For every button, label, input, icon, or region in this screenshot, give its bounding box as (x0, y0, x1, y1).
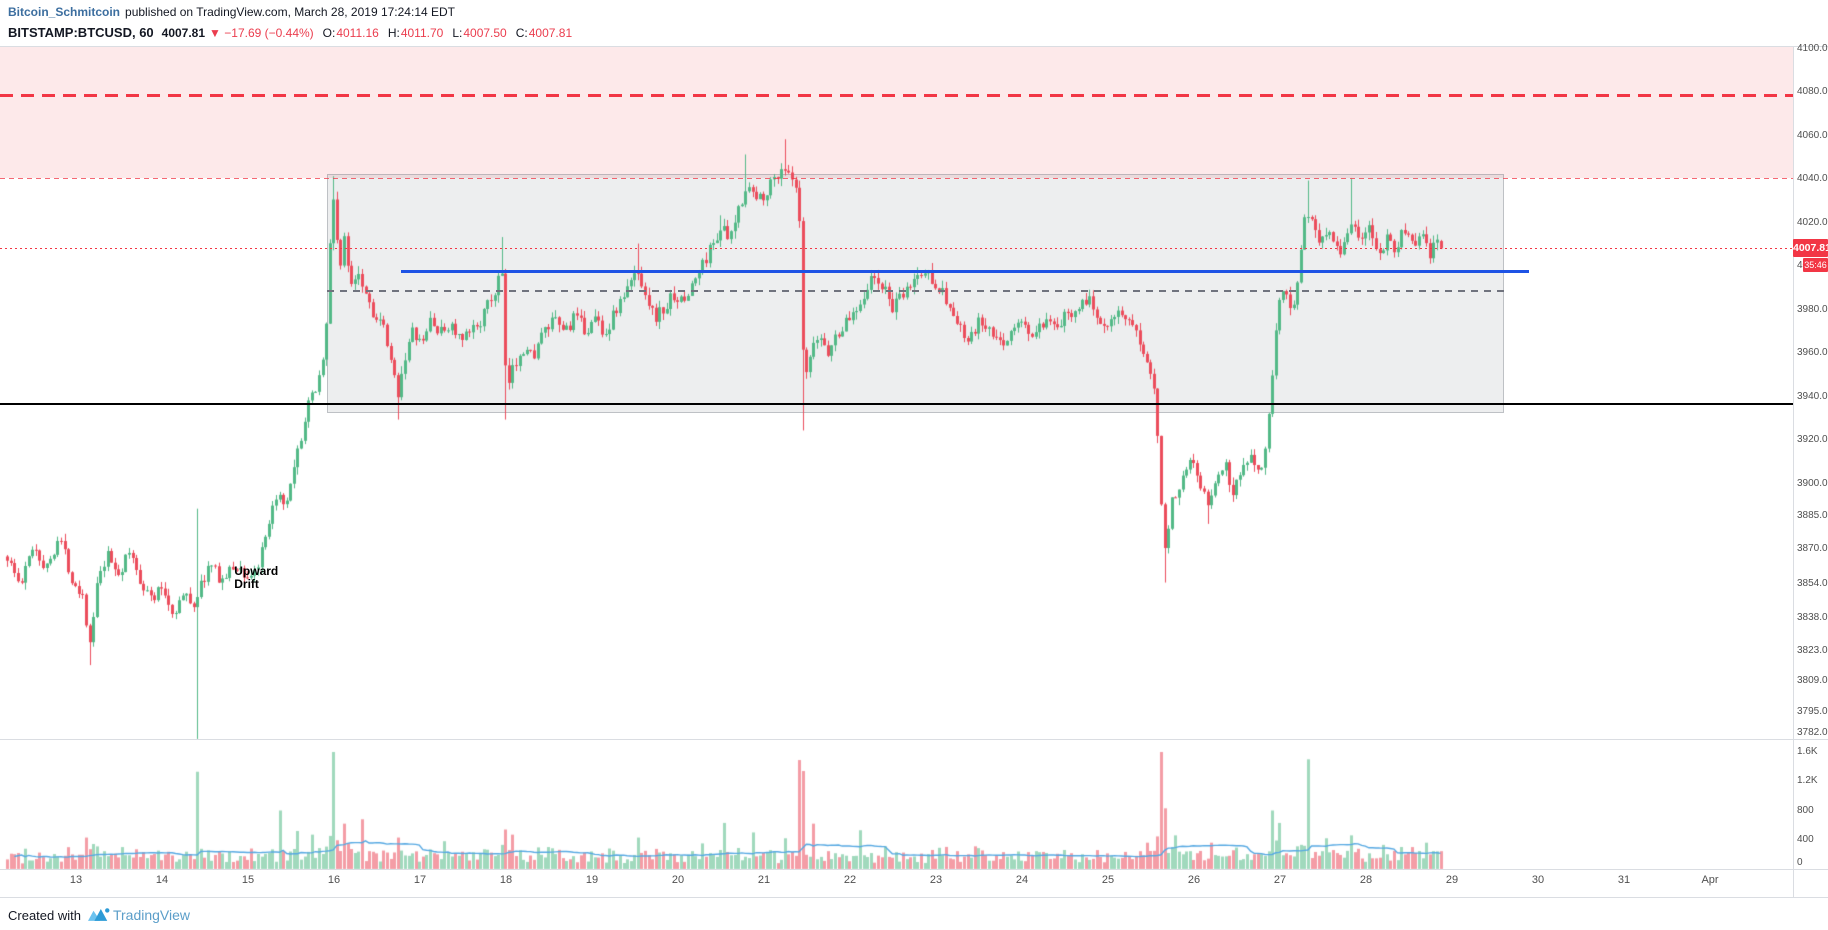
price-axis-label: 3885.00 (1797, 510, 1828, 522)
price-axis-label: 3795.00 (1797, 705, 1828, 717)
time-axis-label: 26 (1187, 874, 1201, 886)
published-text: published on TradingView.com, March 28, … (125, 5, 455, 19)
time-axis-bottom-border (0, 897, 1828, 898)
volume-axis-label: 1.6K (1797, 746, 1818, 757)
time-axis-label: 24 (1015, 874, 1029, 886)
time-axis-label: 31 (1617, 874, 1631, 886)
ohlc-label: O: (322, 26, 336, 40)
ohlc-values: O:4011.16 H:4011.70 L:4007.50 C:4007.81 (314, 26, 572, 40)
price-axis-label: 3900.00 (1797, 477, 1828, 489)
time-axis-label: Apr (1701, 874, 1719, 886)
time-axis-label: 13 (69, 874, 83, 886)
ohlc-label: L: (452, 26, 463, 40)
price-axis-label: 4040.00 (1797, 173, 1828, 185)
volume-axis-label: 400 (1797, 833, 1814, 845)
last-price-badge: 4007.81 (1793, 239, 1828, 258)
author-link[interactable]: Bitcoin_Schmitcoin (8, 5, 121, 19)
symbol-title: BITSTAMP:BTCUSD, 60 (8, 25, 154, 40)
time-axis-label: 21 (757, 874, 771, 886)
annotation-line1: Upward (234, 564, 279, 579)
volume-axis-label: 800 (1797, 804, 1814, 816)
ohlc-value: 4007.81 (528, 26, 573, 40)
last-price-text: 4007.81 (161, 26, 206, 40)
last-price-dotted-line (0, 247, 1793, 249)
time-axis-label: 17 (413, 874, 427, 886)
price-axis-label: 3854.00 (1797, 577, 1828, 589)
mid-range-dashed-line[interactable] (327, 290, 1505, 293)
supply-zone-boundary-line[interactable] (0, 177, 1793, 179)
time-axis-label: 23 (929, 874, 943, 886)
volume-axis-label: 0 (1797, 857, 1803, 868)
time-axis-label: 16 (327, 874, 341, 886)
header-divider (0, 46, 1828, 47)
price-axis-label: 3782.00 (1797, 727, 1828, 738)
price-change-text: ▼ −17.69 (−0.44%) (209, 26, 314, 40)
time-axis-label: 22 (843, 874, 857, 886)
ohlc-label: C: (515, 26, 528, 40)
price-axis-label: 3809.00 (1797, 675, 1828, 687)
time-axis-label: 29 (1445, 874, 1459, 886)
time-axis-label: 18 (499, 874, 513, 886)
time-axis-label: 27 (1273, 874, 1287, 886)
price-axis-border (1793, 46, 1794, 897)
time-axis-label: 14 (155, 874, 169, 886)
ohlc-value: 4007.50 (463, 26, 507, 40)
mid-range-blue-line[interactable] (401, 270, 1530, 274)
time-axis-label: 20 (671, 874, 685, 886)
ohlc-value: 4011.16 (336, 26, 379, 40)
volume-axis-label: 1.2K (1797, 775, 1818, 787)
tradingview-logo-icon[interactable] (87, 906, 110, 925)
publication-bar: Bitcoin_Schmitcoin published on TradingVi… (8, 5, 455, 19)
support-black-line[interactable] (0, 403, 1793, 406)
price-axis-label: 3940.00 (1797, 390, 1828, 402)
price-axis-label: 3838.00 (1797, 612, 1828, 624)
time-axis-label: 25 (1101, 874, 1115, 886)
price-axis-label: 4020.00 (1797, 216, 1828, 228)
footer: Created with TradingView (8, 903, 190, 927)
time-axis-label: 28 (1359, 874, 1373, 886)
time-axis-top-border (0, 869, 1828, 870)
annotation-line2: Drift (234, 577, 259, 592)
symbol-legend: BITSTAMP:BTCUSD, 60 4007.81 ▼ −17.69 (−0.4… (8, 25, 572, 40)
price-axis-label: 3960.00 (1797, 347, 1828, 359)
time-axis-label: 30 (1531, 874, 1545, 886)
price-axis-label: 3980.00 (1797, 303, 1828, 315)
bar-countdown-badge: 35:46 (1803, 258, 1828, 273)
price-axis-label: 4100.00 (1797, 43, 1828, 54)
time-axis-label: 15 (241, 874, 255, 886)
time-axis-label: 19 (585, 874, 599, 886)
pane-divider[interactable] (0, 739, 1828, 740)
price-axis-label: 3870.00 (1797, 542, 1828, 554)
chart-annotation[interactable]: Upward Drift (234, 565, 278, 591)
price-axis-label: 4080.00 (1797, 86, 1828, 98)
ohlc-value: 4011.70 (400, 26, 444, 40)
major-resistance-line[interactable] (0, 94, 1793, 98)
tradingview-wordmark[interactable]: TradingView (112, 907, 191, 923)
price-axis-label: 3920.00 (1797, 434, 1828, 446)
price-axis-label: 3823.00 (1797, 644, 1828, 656)
created-with-text: Created with (8, 907, 81, 923)
ohlc-label: H: (387, 26, 400, 40)
price-axis-label: 4060.00 (1797, 129, 1828, 141)
